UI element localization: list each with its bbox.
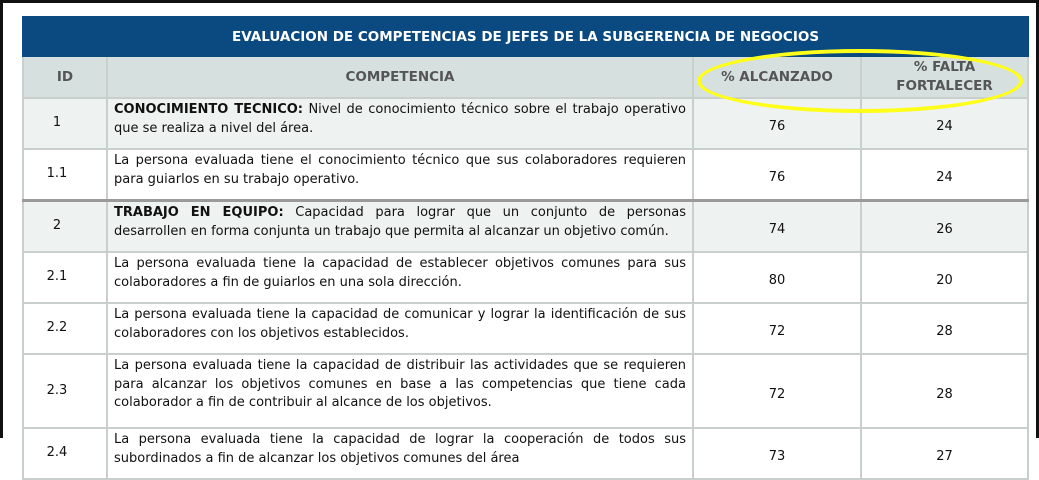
row-alcanzado: 76 xyxy=(692,148,862,202)
competencia-text: La persona evaluada tiene la capacidad d… xyxy=(114,358,686,410)
competencia-text: Nivel de conocimiento técnico sobre el t… xyxy=(114,102,686,136)
header-alcanzado: % ALCANZADO xyxy=(692,55,862,99)
row-competencia: CONOCIMIENTO TECNICO: Nivel de conocimie… xyxy=(106,97,694,150)
row-alcanzado: 72 xyxy=(692,353,862,429)
row-falta: 28 xyxy=(859,353,1030,429)
competencia-name: CONOCIMIENTO TECNICO: xyxy=(114,102,303,117)
competencia-text: La persona evaluada tiene la capacidad d… xyxy=(114,256,686,290)
row-id: 2.4 xyxy=(22,427,108,480)
row-competencia: La persona evaluada tiene la capacidad d… xyxy=(106,427,694,480)
row-alcanzado: 73 xyxy=(692,427,862,480)
row-alcanzado: 74 xyxy=(692,199,862,253)
header-competencia: COMPETENCIA xyxy=(106,55,694,99)
table-row: 2.3 La persona evaluada tiene la capacid… xyxy=(22,353,1030,429)
row-alcanzado: 80 xyxy=(692,251,862,304)
competencia-text: La persona evaluada tiene la capacidad d… xyxy=(114,432,686,466)
row-falta: 26 xyxy=(859,199,1030,253)
competencia-name: TRABAJO EN EQUIPO: xyxy=(114,205,284,220)
row-competencia: La persona evaluada tiene la capacidad d… xyxy=(106,353,694,429)
table-row: 2 TRABAJO EN EQUIPO: Capacidad para logr… xyxy=(22,199,1030,253)
header-falta-line1: % FALTA xyxy=(913,59,976,75)
competencia-text: Capacidad para lograr que un conjunto de… xyxy=(114,205,686,239)
row-falta: 20 xyxy=(859,251,1030,304)
row-id: 2.2 xyxy=(22,302,108,355)
image-frame xyxy=(0,0,1039,438)
row-id: 1.1 xyxy=(22,148,108,202)
row-competencia: La persona evaluada tiene la capacidad d… xyxy=(106,251,694,304)
table-row: 2.1 La persona evaluada tiene la capacid… xyxy=(22,251,1030,304)
row-id: 1 xyxy=(22,97,108,150)
row-id: 2.3 xyxy=(22,353,108,429)
header-falta: % FALTA FORTALECER xyxy=(859,55,1030,99)
row-alcanzado: 72 xyxy=(692,302,862,355)
row-falta: 27 xyxy=(859,427,1030,480)
table-row: 1.1 La persona evaluada tiene el conocim… xyxy=(22,148,1030,202)
row-id: 2.1 xyxy=(22,251,108,304)
competencias-table: EVALUACION DE COMPETENCIAS DE JEFES DE L… xyxy=(21,16,1030,480)
row-falta: 24 xyxy=(859,148,1030,202)
row-competencia: La persona evaluada tiene la capacidad d… xyxy=(106,302,694,355)
row-falta: 28 xyxy=(859,302,1030,355)
table-row: 2.4 La persona evaluada tiene la capacid… xyxy=(22,427,1030,480)
row-competencia: TRABAJO EN EQUIPO: Capacidad para lograr… xyxy=(106,199,694,253)
table-row: 2.2 La persona evaluada tiene la capacid… xyxy=(22,302,1030,355)
row-competencia: La persona evaluada tiene el conocimient… xyxy=(106,148,694,202)
row-id: 2 xyxy=(22,199,108,253)
competencia-text: La persona evaluada tiene el conocimient… xyxy=(114,153,686,187)
row-falta: 24 xyxy=(859,97,1030,150)
header-falta-line2: FORTALECER xyxy=(896,78,993,94)
competencia-text: La persona evaluada tiene la capacidad d… xyxy=(114,307,686,341)
table-row: 1 CONOCIMIENTO TECNICO: Nivel de conocim… xyxy=(22,97,1030,150)
table-title: EVALUACION DE COMPETENCIAS DE JEFES DE L… xyxy=(21,16,1030,57)
row-alcanzado: 76 xyxy=(692,97,862,150)
header-id: ID xyxy=(22,55,108,99)
